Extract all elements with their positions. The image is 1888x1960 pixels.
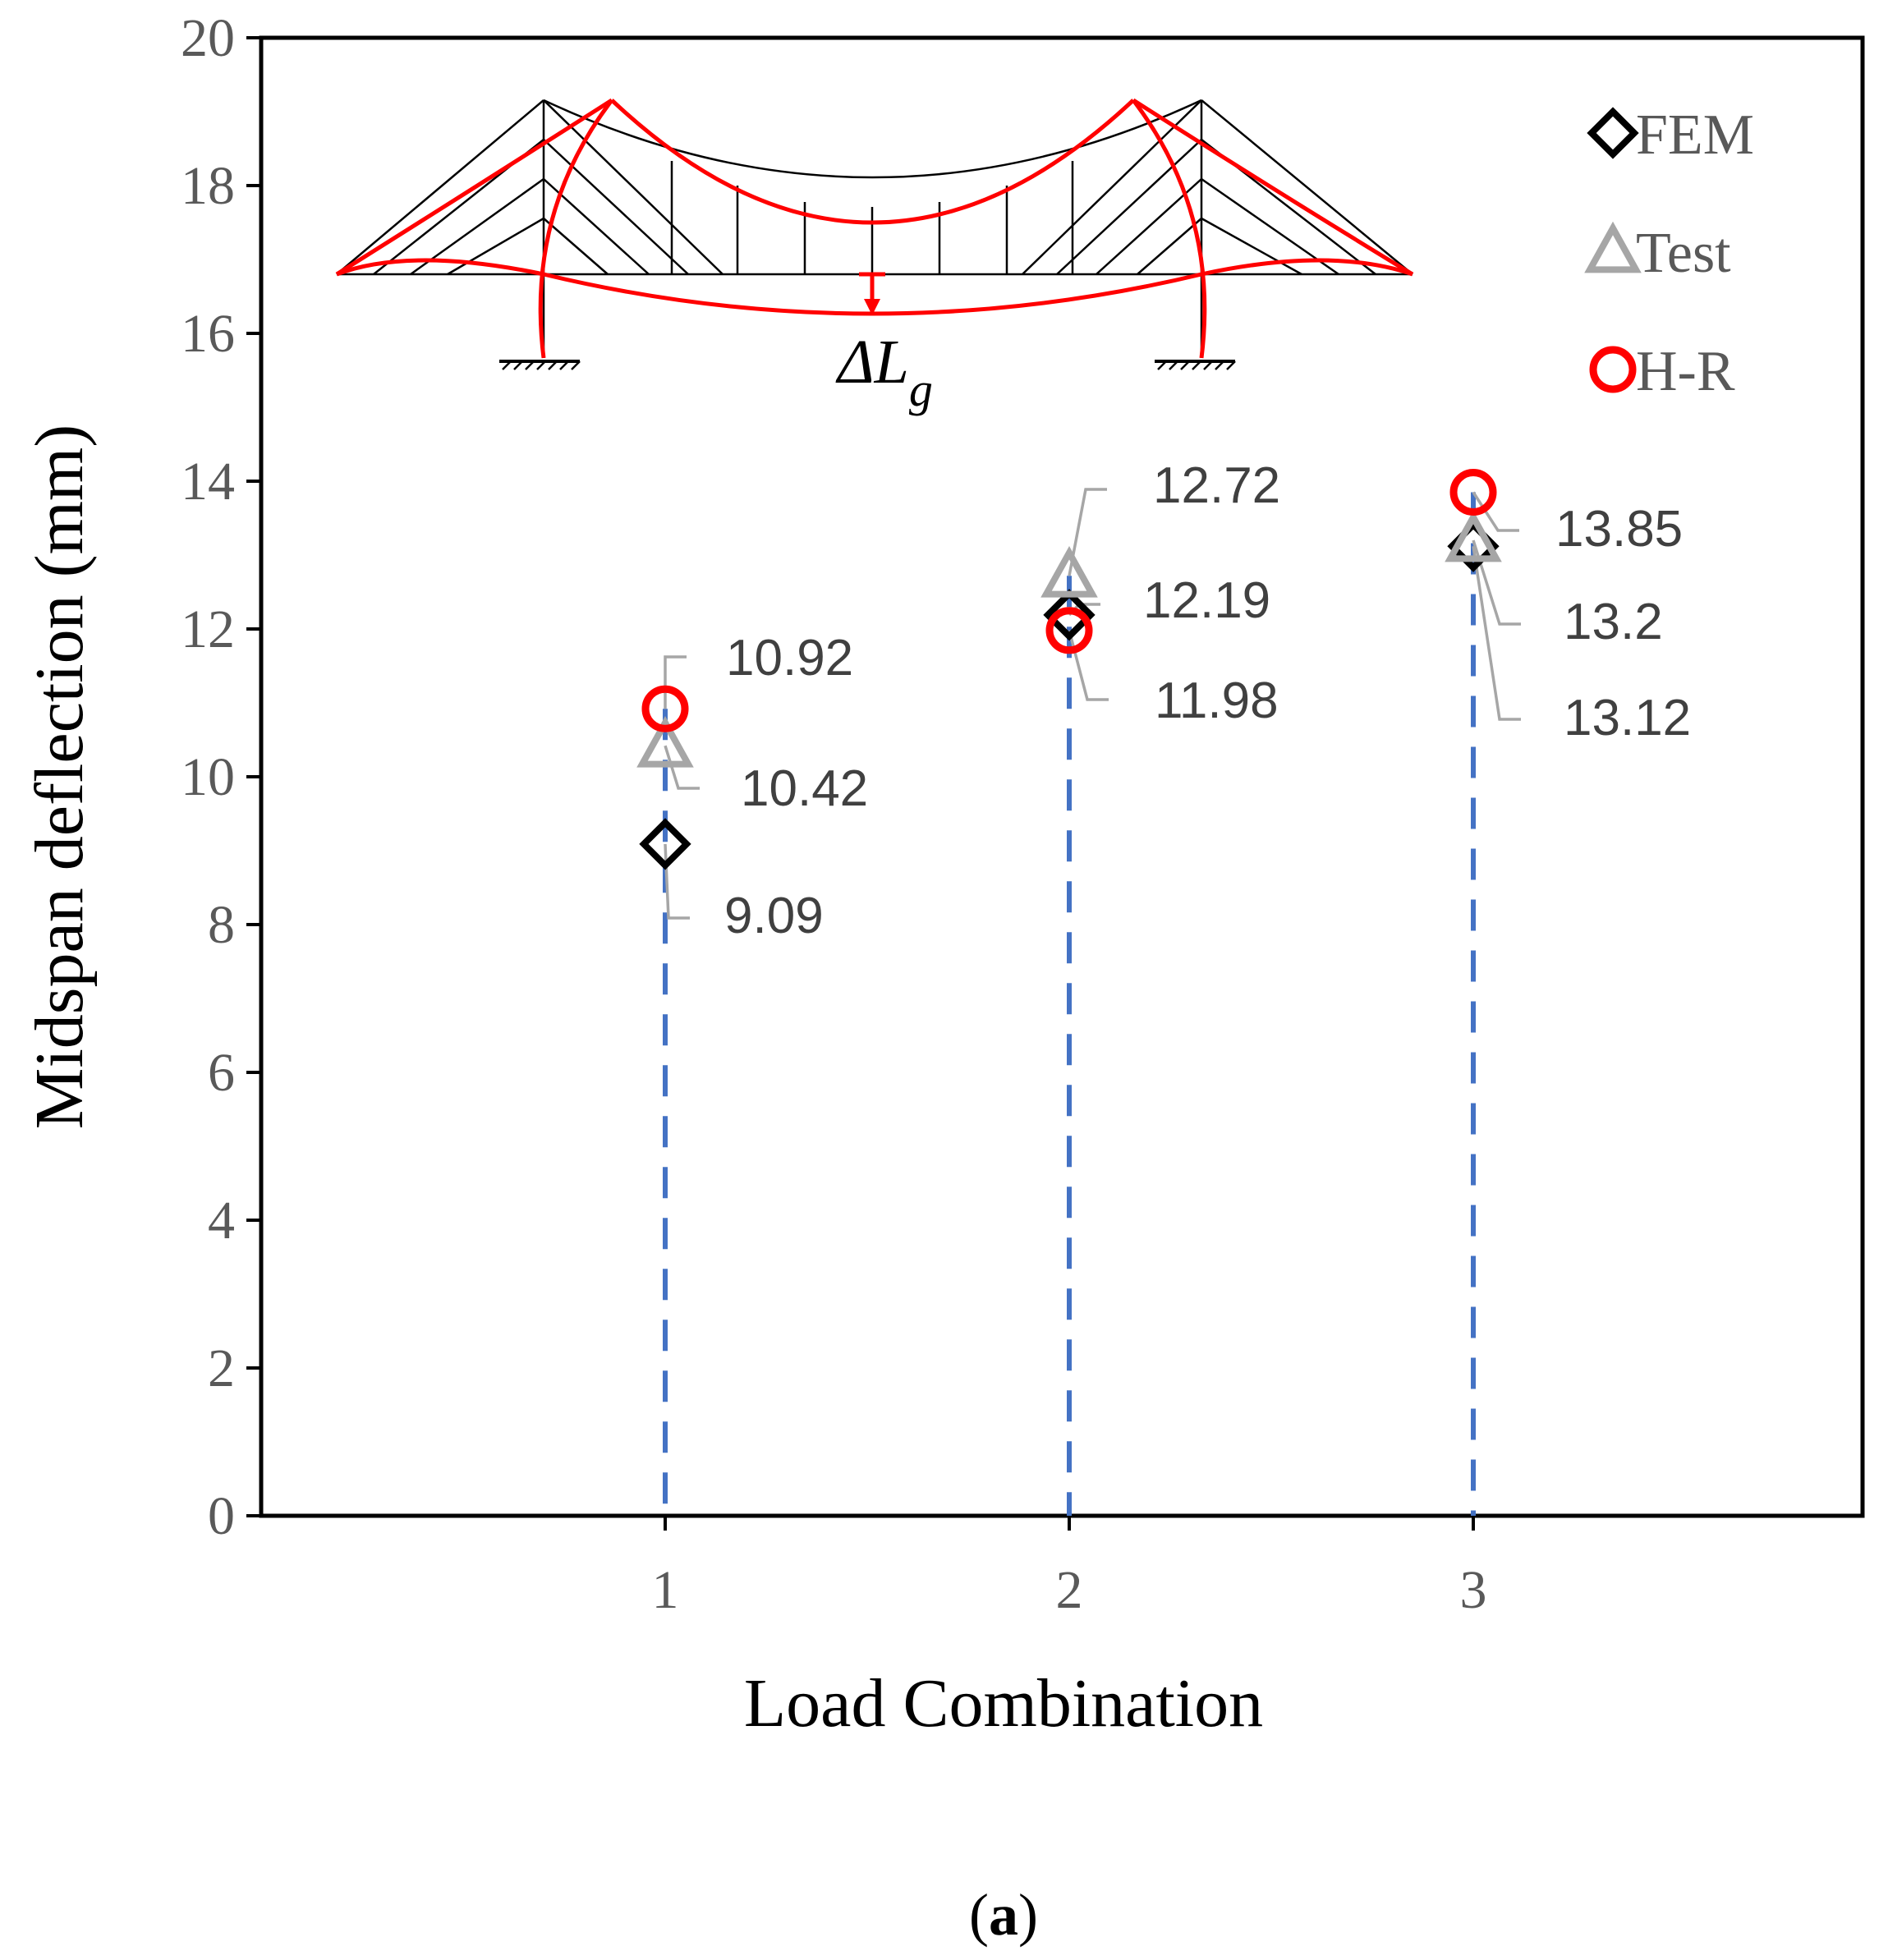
data-label-fem: 9.09 — [724, 888, 824, 944]
legend: FEM Test H-R — [1584, 103, 1754, 403]
x-axis-tick-labels: 1 2 3 — [652, 1560, 1487, 1620]
deflection-symbol-label: ΔLg — [835, 328, 933, 416]
y-axis-tick-labels: 0 2 4 6 8 10 12 14 16 18 20 — [181, 8, 235, 1546]
data-label-leaders — [664, 488, 1521, 920]
data-label-test: 13.2 — [1564, 594, 1663, 650]
x-tick-label: 1 — [652, 1560, 679, 1620]
y-tick-label: 12 — [181, 599, 235, 659]
leader-line — [1472, 545, 1521, 721]
leader-line — [1068, 630, 1109, 701]
marker-test — [1040, 545, 1098, 598]
plot-frame — [259, 35, 1865, 1518]
marker-fem — [1043, 589, 1096, 641]
y-tick-label: 18 — [181, 156, 235, 216]
leader-line — [664, 745, 700, 790]
leader-line — [1472, 539, 1521, 626]
x-tick-label: 3 — [1460, 1560, 1487, 1620]
data-label-fem: 12.19 — [1143, 572, 1270, 629]
marker-test — [1445, 510, 1502, 562]
data-label-test: 12.72 — [1153, 457, 1280, 514]
y-tick-label: 10 — [181, 747, 235, 807]
y-tick-label: 14 — [181, 452, 235, 512]
marker-hr — [641, 685, 689, 732]
legend-markers — [1584, 107, 1642, 393]
marker-fem — [639, 818, 691, 870]
legend-marker-hr — [1589, 346, 1637, 393]
legend-marker-test — [1584, 221, 1642, 273]
drop-lines — [663, 492, 1476, 1516]
data-label-hr: 10.92 — [726, 630, 853, 686]
data-markers — [636, 469, 1502, 870]
data-labels: 9.09 12.19 13.12 10.42 12.72 13.2 10.92 11.98 13… — [724, 457, 1691, 944]
y-tick-label: 8 — [208, 895, 235, 955]
y-axis-title: Midspan deflection (mm) — [21, 425, 98, 1129]
legend-label-test: Test — [1636, 222, 1731, 285]
y-tick-label: 20 — [181, 8, 235, 68]
legend-label-hr: H-R — [1636, 340, 1735, 403]
leader-line — [1068, 488, 1107, 576]
y-tick-label: 2 — [208, 1338, 235, 1398]
data-label-test: 10.42 — [741, 760, 868, 817]
legend-marker-fem — [1587, 107, 1639, 159]
x-tick-label: 2 — [1056, 1560, 1083, 1620]
bridge-diagram-inset: ΔLg — [335, 98, 1414, 416]
data-label-fem: 13.12 — [1564, 690, 1691, 746]
x-axis-title: Load Combination — [744, 1665, 1263, 1742]
y-tick-label: 0 — [208, 1486, 235, 1546]
legend-label-fem: FEM — [1636, 103, 1754, 167]
data-label-hr: 11.98 — [1155, 672, 1279, 729]
marker-hr — [1449, 469, 1497, 516]
y-axis-ticks — [246, 36, 261, 1517]
marker-test — [636, 715, 694, 768]
x-axis-ticks — [664, 1516, 1475, 1531]
bridge-deformed-structure — [335, 98, 1414, 359]
leader-line — [1472, 491, 1519, 532]
figure-caption: (a) — [969, 1882, 1038, 1948]
data-label-hr: 13.85 — [1555, 501, 1683, 558]
y-tick-label: 16 — [181, 304, 235, 364]
marker-hr — [1045, 607, 1093, 654]
y-tick-label: 4 — [208, 1191, 235, 1251]
y-tick-label: 6 — [208, 1043, 235, 1103]
